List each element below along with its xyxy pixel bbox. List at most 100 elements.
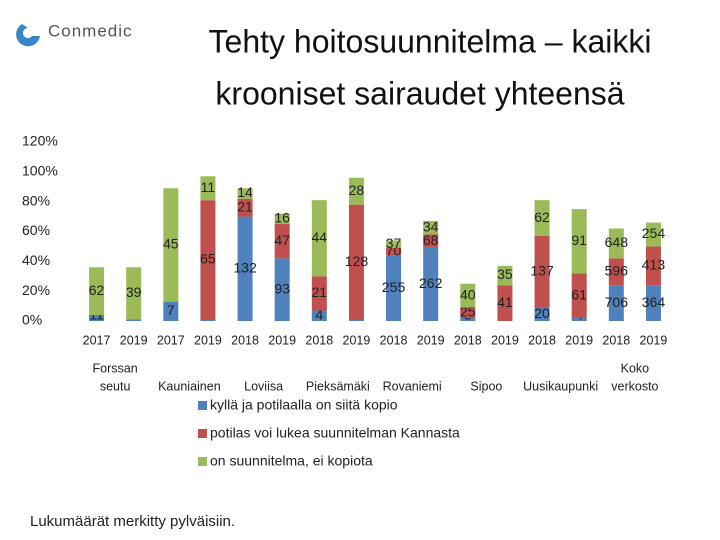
count-label: 44	[312, 229, 328, 245]
bar-segment	[460, 283, 476, 308]
group-label: Uusikaupunki	[523, 379, 598, 393]
x-tick-label: 2019	[268, 333, 296, 347]
y-tick-label: 60%	[22, 222, 50, 238]
count-label: 62	[89, 282, 105, 298]
legend-label: on suunnitelma, ei kopiota	[210, 453, 373, 469]
count-label: 39	[126, 284, 142, 300]
count-label: 21	[312, 284, 328, 300]
x-tick-label: 2018	[602, 333, 630, 347]
y-tick-label: 20%	[22, 282, 50, 298]
count-label: 255	[382, 279, 406, 295]
footnote: Lukumäärät merkitty pylväisiin.	[30, 513, 235, 530]
bar-segment	[571, 318, 587, 321]
bar-segment	[608, 228, 624, 259]
bar-segment	[237, 216, 253, 321]
count-label: 596	[605, 262, 629, 278]
bar-segment	[423, 247, 439, 321]
x-tick-label: 2018	[454, 333, 482, 347]
x-tick-label: 2018	[528, 333, 556, 347]
bar-segment	[460, 307, 476, 319]
bar-segment	[386, 240, 402, 248]
count-label: 4	[315, 306, 323, 322]
x-tick-label: 2017	[83, 333, 111, 347]
bar-segment	[608, 285, 624, 321]
group-label: Sipoo	[470, 379, 502, 393]
bar-segment	[534, 235, 550, 308]
bar-segment	[311, 200, 327, 277]
bar-segment	[460, 318, 476, 321]
x-tick-label: 2018	[380, 333, 408, 347]
count-label: 41	[497, 294, 513, 310]
count-label: 62	[534, 209, 550, 225]
bar-segment	[200, 319, 216, 321]
bar-segment	[200, 176, 216, 201]
count-label: 45	[163, 236, 179, 252]
chart-title: Tehty hoitosuunnitelma – kaikki	[209, 23, 652, 59]
x-tick-label: 2019	[343, 333, 371, 347]
count-label: 262	[419, 275, 443, 291]
x-tick-label: 2019	[194, 333, 222, 347]
bar-segment	[348, 319, 364, 321]
count-label: 20	[534, 305, 550, 321]
group-label: Kauniainen	[158, 379, 221, 393]
y-tick-label: 80%	[22, 192, 50, 208]
bar-segment	[571, 273, 587, 319]
count-label: 648	[605, 234, 629, 250]
count-label: 132	[233, 259, 257, 275]
bar-segment	[89, 267, 105, 316]
count-label: 61	[571, 286, 587, 302]
bar-segment	[311, 310, 327, 321]
count-label: 37	[386, 235, 402, 251]
bar-segment	[534, 200, 550, 236]
group-label: Koko	[621, 361, 650, 375]
bar-segment	[200, 200, 216, 320]
count-label: 91	[571, 232, 587, 248]
group-label: Pieksämäki	[306, 379, 370, 393]
bar-segment	[163, 188, 179, 302]
logo-text: Conmedic	[48, 21, 133, 40]
bar-segment	[311, 276, 327, 311]
bar-segment	[571, 209, 587, 274]
count-label: 7	[167, 302, 175, 318]
bar-segment	[237, 198, 253, 217]
legend-swatch	[198, 457, 207, 466]
x-tick-label: 2018	[305, 333, 333, 347]
count-label: 128	[345, 253, 369, 269]
bar-segment	[126, 319, 142, 321]
bar-segment	[163, 301, 179, 321]
group-label: verkosto	[611, 379, 658, 393]
count-label: 34	[423, 218, 439, 234]
bar-segment	[348, 177, 364, 205]
count-label: 364	[642, 294, 666, 310]
count-label: 35	[497, 266, 513, 282]
group-label: Forssan	[93, 361, 138, 375]
count-label: 413	[642, 257, 666, 273]
count-label: 21	[237, 198, 253, 214]
group-label: Loviisa	[244, 379, 283, 393]
bar-segment	[348, 204, 364, 320]
count-label: 254	[642, 225, 666, 241]
chart-title: krooniset sairaudet yhteensä	[215, 75, 624, 111]
count-label: 65	[200, 251, 216, 267]
bar-segment	[274, 224, 290, 259]
bar-segment	[386, 255, 402, 321]
bar-segment	[497, 285, 513, 321]
bar-segment	[645, 246, 661, 286]
legend-label: kyllä ja potilaalla on siitä kopio	[210, 397, 398, 413]
count-label: 93	[274, 280, 290, 296]
count-label: 28	[349, 182, 365, 198]
legend-swatch	[198, 401, 207, 410]
x-tick-label: 2019	[491, 333, 519, 347]
x-tick-label: 2019	[120, 333, 148, 347]
x-tick-label: 2019	[565, 333, 593, 347]
bar-segment	[386, 247, 402, 256]
legend-label: potilas voi lukea suunnitelman Kannasta	[210, 425, 460, 441]
y-tick-label: 0%	[22, 312, 42, 328]
count-label: 47	[274, 232, 290, 248]
y-tick-label: 120%	[22, 133, 58, 149]
bar-segment	[126, 267, 142, 320]
bar-segment	[645, 285, 661, 321]
count-label: 14	[237, 184, 253, 200]
y-tick-label: 100%	[22, 163, 58, 179]
